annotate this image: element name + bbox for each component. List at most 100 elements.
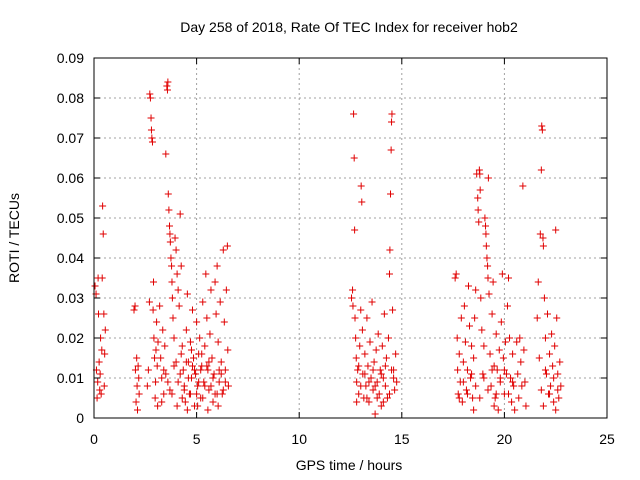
data-point [194, 402, 202, 410]
data-point [480, 374, 488, 382]
data-point [165, 206, 173, 214]
data-point [150, 278, 158, 286]
data-point [391, 386, 399, 394]
data-point [207, 286, 215, 294]
data-point [144, 366, 152, 374]
data-point [96, 370, 104, 378]
data-point [537, 386, 545, 394]
data-point [481, 214, 489, 222]
data-point [147, 126, 155, 134]
data-point [201, 382, 209, 390]
data-point [388, 110, 396, 118]
data-point [541, 334, 549, 342]
data-point [365, 378, 373, 386]
data-point [482, 222, 490, 230]
data-point [470, 354, 478, 362]
x-tick-label: 15 [394, 431, 410, 447]
data-point [459, 378, 467, 386]
data-point [550, 374, 558, 382]
data-point [133, 382, 141, 390]
data-point [476, 186, 484, 194]
data-point [161, 342, 169, 350]
data-point [491, 394, 499, 402]
data-point [387, 146, 395, 154]
data-point [466, 322, 474, 330]
data-point [482, 242, 490, 250]
y-tick-label: 0.08 [57, 90, 84, 106]
data-point [380, 310, 388, 318]
x-tick-label: 0 [90, 431, 98, 447]
data-point [192, 370, 200, 378]
data-point [497, 318, 505, 326]
data-point [547, 382, 555, 390]
data-point [505, 390, 513, 398]
data-point [361, 350, 369, 358]
data-point [176, 370, 184, 378]
data-point [186, 338, 194, 346]
data-point [365, 398, 373, 406]
data-point [170, 334, 178, 342]
y-tick-label: 0.01 [57, 370, 84, 386]
data-point [468, 342, 476, 350]
data-point [454, 366, 462, 374]
data-point [552, 406, 560, 414]
x-tick-label: 25 [599, 431, 615, 447]
data-point [351, 314, 359, 322]
data-point [352, 334, 360, 342]
data-point [101, 350, 109, 358]
x-tick-label: 5 [193, 431, 201, 447]
data-point [382, 354, 390, 362]
data-point [153, 318, 161, 326]
data-point [390, 374, 398, 382]
x-tick-label: 20 [497, 431, 513, 447]
y-tick-label: 0.09 [57, 50, 84, 66]
data-point [488, 310, 496, 318]
data-point [476, 394, 484, 402]
data-point [98, 274, 106, 282]
data-point [195, 378, 203, 386]
data-point [159, 326, 167, 334]
data-point [163, 86, 171, 94]
data-point [454, 390, 462, 398]
data-point [543, 310, 551, 318]
data-point [202, 270, 210, 278]
data-point [550, 398, 558, 406]
data-point [453, 334, 461, 342]
data-point [182, 358, 190, 366]
data-point [168, 262, 176, 270]
data-point [502, 370, 510, 378]
data-point [215, 378, 223, 386]
data-point [537, 166, 545, 174]
data-point [381, 382, 389, 390]
data-point [484, 174, 492, 182]
data-point [158, 374, 166, 382]
data-point [538, 126, 546, 134]
data-point [511, 406, 519, 414]
data-point [492, 390, 500, 398]
data-point [515, 394, 523, 402]
x-tick-label: 10 [291, 431, 307, 447]
data-point [356, 342, 364, 350]
data-point [351, 226, 359, 234]
data-point [168, 278, 176, 286]
grid [94, 58, 607, 418]
data-point [199, 394, 207, 402]
data-point [509, 378, 517, 386]
data-point [479, 370, 487, 378]
data-point [507, 374, 515, 382]
data-point [469, 394, 477, 402]
data-point [549, 362, 557, 370]
data-point [146, 94, 154, 102]
data-point [210, 370, 218, 378]
data-point [154, 402, 162, 410]
data-point [376, 366, 384, 374]
data-point [204, 406, 212, 414]
data-point [191, 366, 199, 374]
data-point [166, 230, 174, 238]
data-point [188, 362, 196, 370]
data-point [451, 274, 459, 282]
data-point [467, 374, 475, 382]
data-point [350, 110, 358, 118]
data-point [217, 370, 225, 378]
data-point [201, 342, 209, 350]
